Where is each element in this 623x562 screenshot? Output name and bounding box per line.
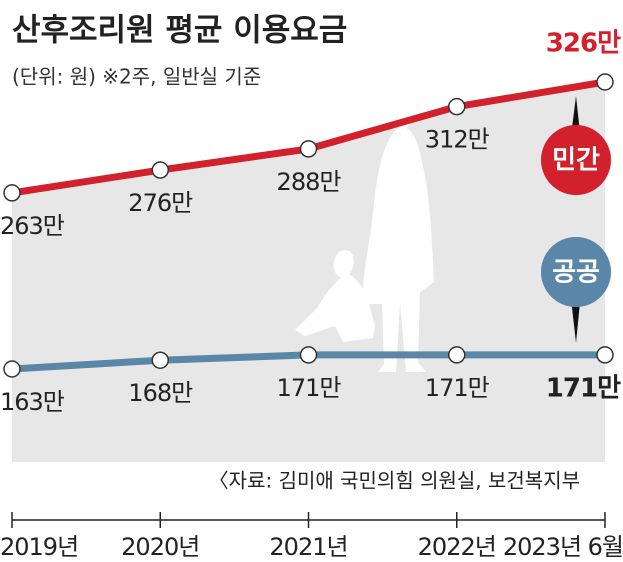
value-label: 163만 (0, 388, 65, 416)
legend-badge (541, 125, 611, 195)
data-point (151, 351, 169, 369)
data-point (299, 346, 318, 364)
chart-title: 산후조리원 평균 이용요금 (12, 13, 347, 49)
x-tick-label: 2020년 (121, 533, 199, 561)
x-tick-label: 2021년 (269, 533, 347, 561)
value-label: 276만 (128, 189, 193, 217)
value-label: 168만 (128, 379, 193, 407)
data-point (596, 73, 614, 91)
value-label: 263만 (0, 212, 65, 240)
value-label: 288만 (277, 168, 342, 196)
data-point (448, 97, 466, 116)
x-tick-label: 2019년 (0, 533, 78, 561)
value-label: 171만 (277, 374, 342, 402)
data-point (151, 161, 169, 179)
x-tick-label: 2023년 6월 (503, 533, 623, 561)
data-point (3, 184, 21, 202)
background-area (12, 82, 605, 462)
data-point (3, 360, 21, 378)
silhouette (295, 92, 434, 372)
value-label: 312만 (425, 126, 490, 154)
legend-label: 민간 (552, 146, 600, 176)
value-label: 171만 (546, 373, 621, 403)
data-point (596, 346, 614, 364)
value-label: 326만 (546, 29, 621, 59)
chart-subtitle: (단위: 원) ※2주, 일반실 기준 (12, 65, 261, 89)
legend-label: 공공 (552, 258, 600, 288)
legend-badge (541, 237, 611, 307)
source: 〈자료: 김미애 국민의힘 의원실, 보건복지부 (209, 469, 580, 493)
data-point (448, 346, 466, 364)
data-point (299, 140, 318, 158)
x-tick-label: 2022년 (418, 533, 496, 561)
value-label: 171만 (425, 374, 490, 402)
